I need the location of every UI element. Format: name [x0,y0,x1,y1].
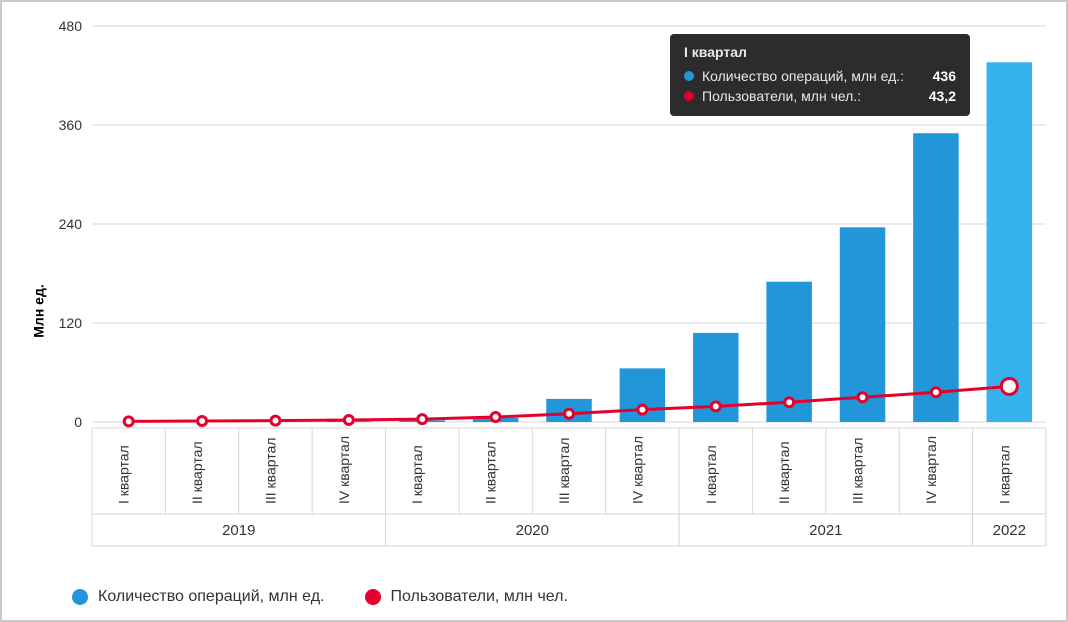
x-tick-label: I квартал [996,445,1012,504]
tooltip-dot-icon [684,71,694,81]
legend-dot-icon [365,589,381,605]
year-group-label: 2022 [993,522,1026,539]
svg-text:240: 240 [59,216,83,232]
line-marker[interactable] [565,409,574,418]
x-tick-label: IV квартал [336,436,352,504]
line-marker[interactable] [418,415,427,424]
tooltip-title: I квартал [684,44,956,60]
chart-frame: Млн ед. 0120240360480I кварталII квартал… [0,0,1068,622]
x-tick-label: III квартал [850,438,866,504]
legend-item-bars[interactable]: Количество операций, млн ед. [72,588,325,606]
svg-text:360: 360 [59,117,83,133]
legend: Количество операций, млн ед. Пользовател… [72,588,568,606]
year-group-label: 2020 [516,522,549,539]
tooltip-label: Пользователи, млн чел.: [702,88,921,104]
legend-item-line[interactable]: Пользователи, млн чел. [365,588,568,606]
line-marker[interactable] [124,417,133,426]
tooltip-value: 43,2 [929,88,956,104]
legend-label: Пользователи, млн чел. [391,588,568,606]
year-group-label: 2021 [809,522,842,539]
tooltip-label: Количество операций, млн ед.: [702,68,925,84]
x-tick-label: I квартал [116,445,132,504]
line-marker[interactable] [638,405,647,414]
tooltip-row: Пользователи, млн чел.: 43,2 [684,88,956,104]
svg-text:480: 480 [59,18,83,34]
line-marker[interactable] [491,413,500,422]
year-group-label: 2019 [222,522,255,539]
svg-text:0: 0 [74,414,82,430]
bar[interactable] [987,62,1032,422]
tooltip-dot-icon [684,91,694,101]
line-marker[interactable] [785,398,794,407]
x-tick-label: I квартал [703,445,719,504]
x-tick-label: I квартал [409,445,425,504]
tooltip-row: Количество операций, млн ед.: 436 [684,68,956,84]
line-marker[interactable] [271,416,280,425]
tooltip-value: 436 [933,68,956,84]
x-tick-label: II квартал [189,441,205,504]
line-marker[interactable] [198,417,207,426]
x-tick-label: IV квартал [629,436,645,504]
x-tick-label: III квартал [556,438,572,504]
x-tick-label: IV квартал [923,436,939,504]
line-marker[interactable] [931,388,940,397]
x-tick-label: II квартал [483,441,499,504]
line-marker[interactable] [1001,378,1017,394]
tooltip: I квартал Количество операций, млн ед.: … [670,34,970,116]
x-tick-label: III квартал [262,438,278,504]
legend-dot-icon [72,589,88,605]
bar[interactable] [913,133,958,422]
x-tick-label: II квартал [776,441,792,504]
line-marker[interactable] [711,402,720,411]
legend-label: Количество операций, млн ед. [98,588,325,606]
line-marker[interactable] [344,415,353,424]
svg-text:120: 120 [59,315,83,331]
line-marker[interactable] [858,393,867,402]
